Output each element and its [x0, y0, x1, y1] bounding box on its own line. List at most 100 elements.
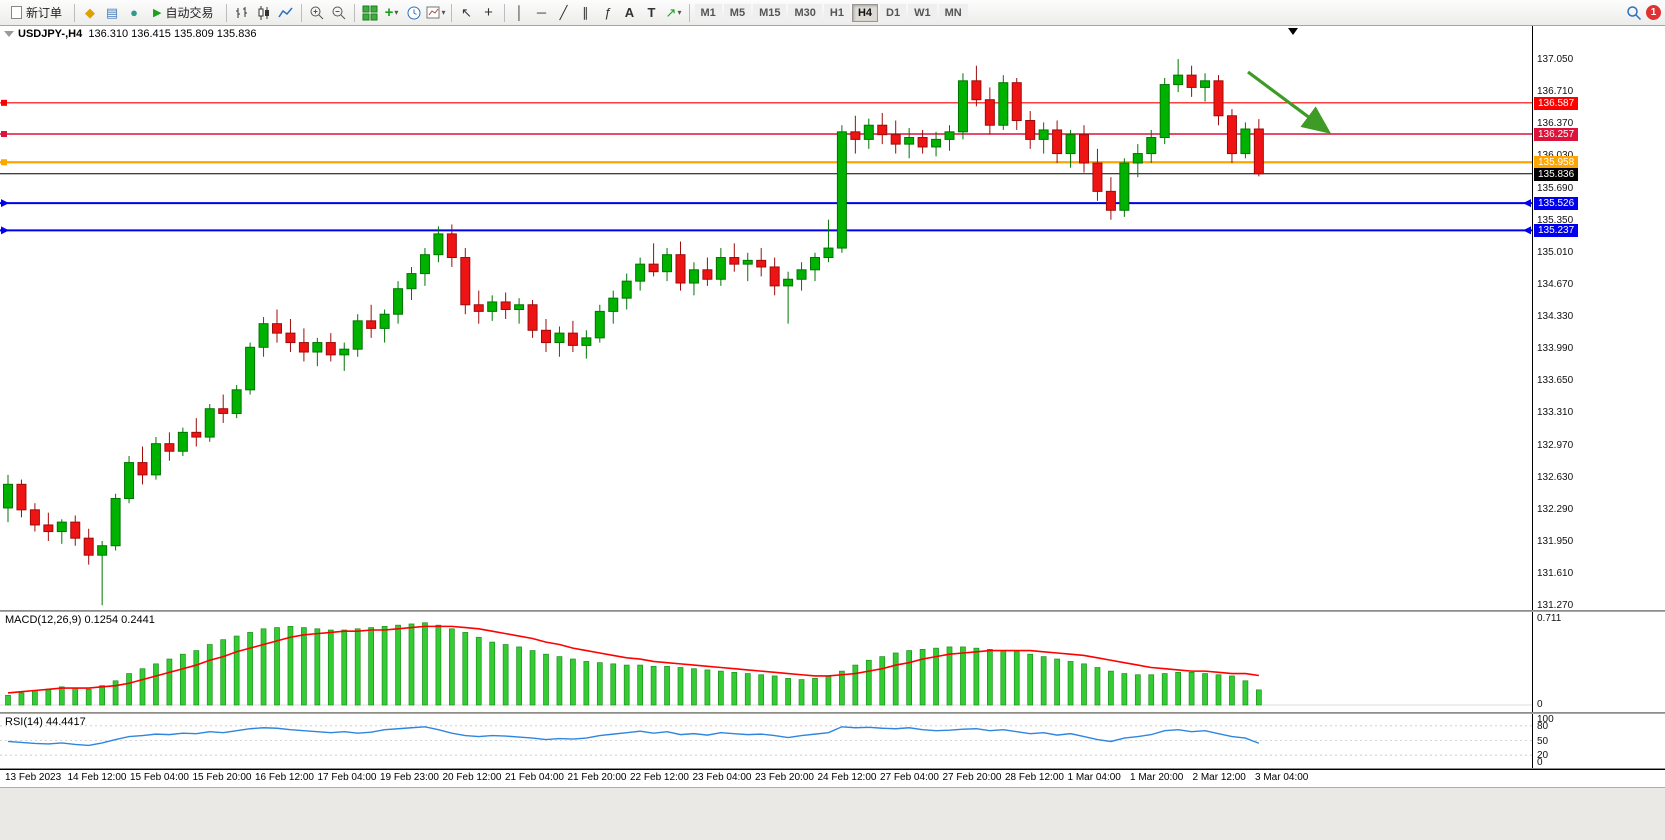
vertical-line-tool-icon[interactable]: │ [515, 5, 524, 20]
toolbar-separator [300, 3, 302, 22]
market-watch-icon[interactable]: ● [130, 5, 138, 20]
price-axis-label: 131.610 [1537, 568, 1574, 580]
notification-badge[interactable]: 1 [1646, 5, 1661, 20]
fibonacci-tool-icon[interactable]: ƒ [603, 5, 612, 20]
play-icon: ▶ [153, 7, 162, 19]
price-level-badge: 136.257 [1534, 128, 1579, 141]
new-order-icon [11, 6, 22, 19]
price-level-badge: 135.836 [1534, 167, 1579, 181]
auto-trading-label: 自动交易 [165, 6, 214, 20]
timeframe-d1-button[interactable]: D1 [880, 3, 907, 22]
zoom-out-icon[interactable] [329, 3, 349, 23]
toolbar-separator [688, 3, 690, 22]
time-axis-label: 13 Feb 2023 [5, 772, 62, 783]
macd-panel: MACD(12,26,9) 0.1254 0.2441 0.711 0 [0, 612, 1665, 712]
trendline-tool-icon[interactable]: ╱ [559, 5, 568, 20]
timeframe-m5-button[interactable]: M5 [723, 3, 752, 22]
time-axis-label: 2 Mar 12:00 [1192, 772, 1246, 783]
auto-trading-button[interactable]: ▶ 自动交易 [146, 1, 220, 24]
cursor-icon[interactable]: ↖ [461, 5, 472, 20]
text-tool-icon[interactable]: A [620, 3, 640, 23]
label-tool-icon[interactable]: T [642, 3, 662, 23]
chart-shift-marker-icon[interactable] [1288, 28, 1298, 35]
price-axis-label: 132.630 [1537, 471, 1574, 483]
search-icon[interactable] [1624, 3, 1644, 23]
price-axis-label: 134.330 [1537, 311, 1574, 323]
macd-axis: 0.711 0 [1533, 612, 1665, 712]
time-axis-label: 24 Feb 12:00 [817, 772, 877, 783]
timeframe-mn-button[interactable]: MN [938, 3, 968, 22]
main-chart-area[interactable]: USDJPY-,H4 136.310 136.415 135.809 135.8… [0, 26, 1533, 610]
time-axis[interactable]: 13 Feb 2023 14 Feb 12:00 15 Feb 04:00 15 Fe… [0, 769, 1665, 787]
timeframe-h4-button[interactable]: H4 [851, 3, 878, 22]
price-level-badge: 135.958 [1534, 156, 1579, 170]
one-click-trading-toggle-icon[interactable] [4, 31, 14, 37]
price-axis-label: 136.370 [1537, 118, 1574, 130]
chevron-down-icon: ▾ [394, 7, 399, 17]
timeframe-m15-button[interactable]: M15 [753, 3, 787, 22]
time-axis-label: 27 Feb 20:00 [942, 772, 1002, 783]
tile-windows-icon[interactable] [360, 3, 380, 23]
crosshair-icon[interactable]: + [484, 4, 493, 21]
price-axis-label: 134.670 [1537, 278, 1574, 290]
timeframe-m30-button[interactable]: M30 [788, 3, 822, 22]
candlestick-chart-canvas[interactable] [0, 26, 1533, 610]
chart-template-icon[interactable]: ▾ [426, 3, 446, 23]
panel-splitter[interactable] [0, 712, 1665, 714]
rsi-axis: 100 80 50 20 0 [1533, 714, 1665, 768]
price-level-badge: 135.237 [1534, 224, 1579, 238]
chevron-down-icon: ▾ [677, 7, 682, 17]
time-axis-label: 21 Feb 04:00 [505, 772, 564, 783]
price-axis-label: 133.310 [1537, 407, 1574, 419]
time-axis-label: 3 Mar 04:00 [1255, 772, 1309, 783]
macd-plot-area[interactable]: MACD(12,26,9) 0.1254 0.2441 [0, 612, 1533, 712]
rsi-axis-label: 0 [1537, 757, 1543, 768]
price-axis-label: 135.350 [1537, 214, 1574, 226]
price-axis-label: 136.710 [1537, 86, 1574, 98]
price-axis-label: 135.690 [1537, 182, 1574, 194]
price-axis-label: 133.650 [1537, 375, 1574, 387]
panel-splitter [0, 768, 1665, 769]
macd-canvas[interactable] [0, 612, 1533, 712]
plus-glyph: + [384, 4, 394, 21]
period-clock-icon[interactable] [404, 3, 424, 23]
new-order-label: 新订单 [26, 6, 63, 20]
price-axis-label: 131.950 [1537, 536, 1574, 548]
timeframe-h1-button[interactable]: H1 [823, 3, 850, 22]
panel-splitter[interactable] [0, 610, 1665, 612]
text-tool-glyph: A [624, 5, 635, 20]
charts-icon[interactable]: ◆ [85, 5, 96, 20]
candlestick-chart-icon[interactable] [254, 3, 274, 23]
rsi-axis-label: 100 [1537, 714, 1554, 725]
bottom-strip [0, 787, 1665, 840]
zoom-in-icon[interactable] [307, 3, 327, 23]
toolbar-separator [353, 3, 355, 22]
rsi-label: RSI(14) 44.4417 [5, 716, 86, 728]
toolbar: 新订单 ◆ ▤ ● ▶ 自动交易 + ▾ ▾ ↖ + │ ─ ╱ ∥ ƒ A T … [0, 0, 1665, 26]
toolbar-separator [450, 3, 452, 22]
macd-label: MACD(12,26,9) 0.1254 0.2441 [5, 614, 155, 626]
channel-tool-icon[interactable]: ∥ [582, 5, 589, 20]
rsi-canvas[interactable] [0, 714, 1533, 768]
shapes-tool-icon[interactable]: ↗ ▾ [665, 5, 682, 20]
timeframe-m1-button[interactable]: M1 [694, 3, 722, 22]
macd-axis-label: 0.711 [1537, 613, 1562, 624]
ohlc-quote: 136.310 136.415 135.809 135.836 [88, 28, 257, 40]
line-chart-icon[interactable] [276, 3, 296, 23]
timeframe-w1-button[interactable]: W1 [908, 3, 937, 22]
profiles-icon[interactable]: ▤ [105, 5, 119, 20]
rsi-plot-area[interactable]: RSI(14) 44.4417 [0, 714, 1533, 768]
horizontal-line-tool-icon[interactable]: ─ [536, 5, 547, 20]
price-axis: 137.050 136.710 136.370 136.030 135.690 135.3… [1533, 26, 1665, 611]
chevron-down-icon: ▾ [441, 7, 446, 17]
rsi-axis-label: 50 [1537, 735, 1549, 747]
bar-chart-icon[interactable] [232, 3, 252, 23]
time-axis-label: 1 Mar 04:00 [1067, 772, 1121, 783]
time-axis-label: 21 Feb 20:00 [567, 772, 627, 783]
price-axis-label: 135.010 [1537, 246, 1574, 258]
price-axis-label: 133.990 [1537, 343, 1574, 355]
rsi-axis-label: 20 [1537, 750, 1549, 762]
new-order-button[interactable]: 新订单 [4, 1, 69, 24]
time-axis-label: 17 Feb 04:00 [317, 772, 377, 783]
add-indicator-icon[interactable]: + ▾ [382, 3, 402, 23]
